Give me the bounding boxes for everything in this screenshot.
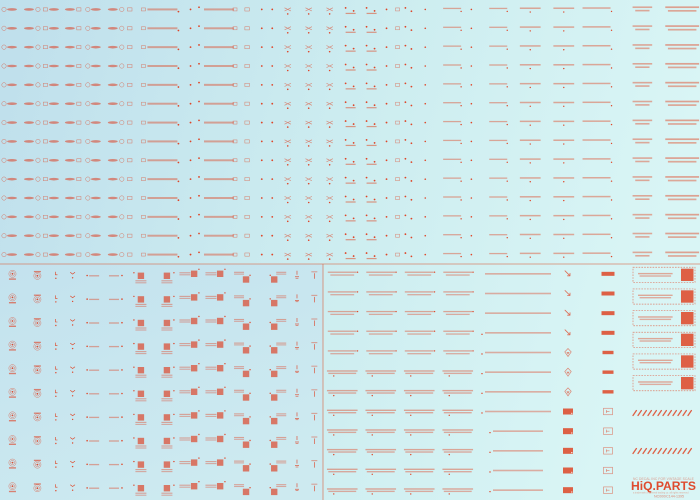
svg-text:NC000/C144-1395: NC000/C144-1395 [654,495,684,499]
